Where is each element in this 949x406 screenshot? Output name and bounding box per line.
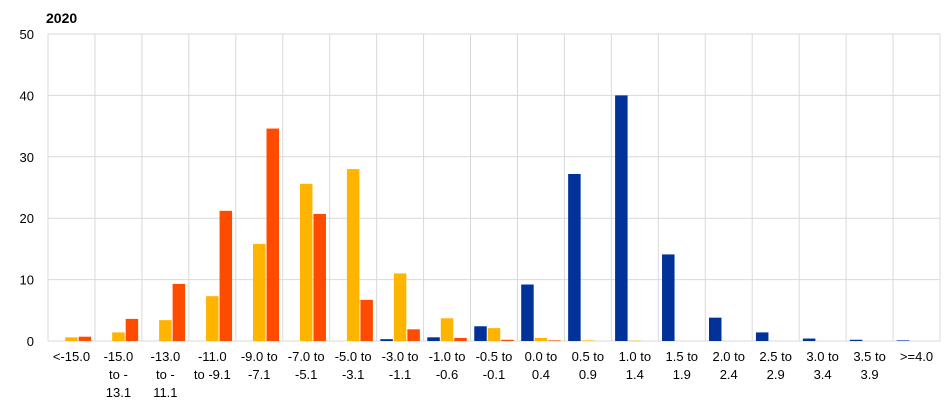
x-tick-label: 3.5 to [853,349,886,364]
x-tick-label: 2.9 [767,367,785,382]
bar [628,340,642,342]
y-tick-label: 30 [20,150,34,165]
y-tick-label: 20 [20,211,34,226]
x-tick-label: -7.1 [248,367,270,382]
bar [440,318,454,341]
x-tick-label: to -9.1 [194,367,231,382]
x-tick-label: -3.0 to [382,349,419,364]
bar [266,128,280,341]
x-tick-label: 2.0 to [712,349,745,364]
x-tick-label: 1.5 to [666,349,699,364]
x-tick-label: -3.1 [342,367,364,382]
y-tick-label: 50 [20,27,34,42]
bar [849,339,863,341]
x-tick-label: -7.0 to [288,349,325,364]
chart-title: 2020 [46,10,78,26]
bar [548,340,561,341]
x-tick-label: 3.9 [861,367,879,382]
y-tick-label: 10 [20,273,34,288]
bar [112,332,125,341]
x-tick-label: -15.0 [104,349,134,364]
bar [65,337,78,341]
bar [427,337,440,341]
bar [534,337,548,341]
bar [501,339,514,341]
x-tick-label: >=4.0 [900,349,933,364]
x-tick-label: to - [109,367,128,382]
x-tick-label: -9.0 to [241,349,278,364]
x-tick-label: -11.0 [198,349,227,364]
bar [615,95,628,342]
bar [487,328,501,341]
x-tick-label: -0.5 to [476,349,513,364]
bar [206,296,219,341]
x-tick-label: 2.5 to [759,349,792,364]
x-tick-label: 0.9 [579,367,597,382]
bar [521,284,534,341]
bar [78,336,92,341]
x-tick-label: 13.1 [106,385,131,400]
x-tick-label: 3.4 [814,367,832,382]
bar [360,299,373,341]
bar [474,326,487,341]
x-tick-label: 1.4 [626,367,644,382]
bar [708,317,722,341]
bar [662,254,675,341]
bar [125,318,139,341]
x-tick-label: 11.1 [153,385,177,400]
bar [219,210,233,341]
x-tick-label: -0.6 [436,367,458,382]
x-tick-label: -0.1 [483,367,505,382]
x-tick-label: 0.4 [532,367,550,382]
x-tick-label: 0.0 to [525,349,558,364]
x-tick-label: 3.0 to [806,349,839,364]
x-tick-label: -5.1 [295,367,317,382]
y-tick-label: 40 [20,88,34,103]
x-tick-label: 0.5 to [572,349,605,364]
bar [253,243,266,341]
bar [896,340,910,341]
bar [159,320,172,341]
x-tick-label: -13.0 [151,349,181,364]
x-tick-label: -5.0 to [335,349,372,364]
x-tick-label: <-15.0 [53,349,90,364]
y-tick-label: 0 [27,334,34,349]
x-tick-label: 1.0 to [619,349,652,364]
bar [454,337,467,341]
x-tick-label: 1.9 [673,367,691,382]
x-tick-label: to - [156,367,175,382]
bar [581,340,595,341]
bar [299,183,313,341]
bar [172,283,186,341]
bar [568,173,581,341]
bar [313,213,326,341]
bar [393,273,407,341]
bar [802,338,816,341]
bar [380,339,393,341]
bar [755,332,769,341]
x-tick-label: 2.4 [720,367,738,382]
bar [407,329,420,341]
x-tick-label: -1.1 [389,367,411,382]
x-tick-label: -1.0 to [429,349,466,364]
bar [346,169,360,341]
